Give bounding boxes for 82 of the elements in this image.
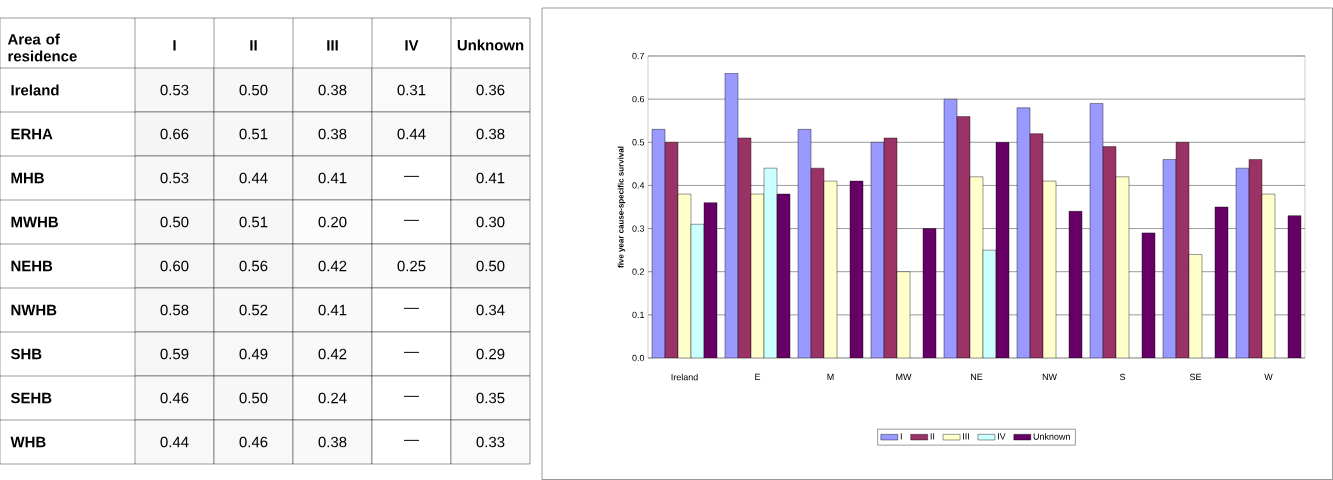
data-label: 0.50 [239,84,268,96]
x-tick-label: IV [405,40,419,51]
legend-label: II [930,433,935,440]
x-tick-label: NW [1042,373,1057,380]
data-label: 0.36 [476,84,505,96]
text: — [404,395,419,397]
y-tick-label: NEHB [11,260,53,272]
x-tick-label: M [827,373,834,380]
data-label: 0.53 [160,84,189,96]
y-tick-label: 0.1 [632,311,645,319]
y-tick-label: Ireland [11,84,59,96]
y-tick-label: 0.6 [632,95,645,103]
data-label: 0.44 [160,436,189,448]
data-label: 0.52 [239,304,268,316]
x-tick-label: Ireland [671,373,698,381]
text: — [404,219,419,221]
y-tick-label: ERHA [11,128,53,140]
x-tick-label: E [755,373,761,380]
data-label: 0.34 [476,304,505,316]
text: — [404,307,419,309]
text: — [404,351,419,353]
legend-label: I [900,433,902,440]
y-tick-label: NWHB [11,304,57,316]
y-tick-label: 0.7 [632,52,645,60]
x-tick-label: NE [971,373,983,380]
text: — [404,175,419,177]
y-tick-label: 0.2 [632,268,645,275]
data-label: 0.51 [239,128,268,140]
text: — [404,439,419,441]
data-label: 0.38 [318,84,347,96]
data-label: 0.46 [160,392,189,404]
x-tick-label: SE [1189,373,1202,381]
data-label: 0.35 [476,392,505,404]
legend-label: III [963,433,969,440]
x-tick-label: II [250,40,257,51]
data-label: 0.38 [476,128,505,140]
data-label: 0.50 [476,260,505,272]
x-tick-label: MW [896,373,912,380]
y-tick-label: WHB [10,436,46,448]
data-label: 0.41 [318,304,347,316]
data-label: 0.31 [397,84,426,96]
x-tick-label: Unknown [457,39,524,51]
data-label: 0.49 [239,348,268,360]
x-tick-label: S [1119,373,1126,381]
data-label: 0.46 [239,436,268,448]
x-tick-label: III [327,40,338,51]
data-label: 0.41 [476,172,505,184]
data-label: 0.58 [160,304,189,316]
data-label: 0.42 [318,260,347,272]
data-label: 0.24 [318,392,347,404]
y-tick-label: MHB [11,172,44,184]
y-tick-label: SHB [10,348,42,360]
data-label: 0.50 [239,392,268,404]
data-label: 0.51 [239,216,268,228]
data-label: 0.66 [160,128,189,140]
data-label: 0.44 [397,128,426,140]
data-label: 0.59 [160,348,189,360]
x-tick-label: I [173,40,176,51]
y-tick-label: 0.0 [632,354,645,362]
data-label: 0.41 [318,172,347,184]
y-tick-label: 0.5 [632,139,645,146]
x-tick-label: W [1264,373,1273,380]
y-tick-label: SEHB [10,392,52,404]
data-label: 0.50 [160,216,189,228]
data-label: 0.29 [476,348,505,360]
data-label: 0.20 [318,216,347,228]
data-label: 0.25 [397,260,426,272]
data-label: 0.53 [160,172,189,184]
data-label: 0.38 [318,436,347,448]
data-label: 0.38 [318,128,347,140]
y-tick-label: MWHB [11,216,58,228]
y-tick-label: 0.3 [632,225,645,232]
data-label: 0.33 [476,436,505,448]
legend-label: Unknown [1033,433,1070,440]
y-tick-label: 0.4 [632,182,645,189]
data-label: 0.44 [239,172,268,184]
data-label: 0.60 [160,260,189,272]
data-label: 0.42 [318,348,347,360]
legend-label: IV [997,433,1006,440]
data-label: 0.30 [476,216,505,228]
data-label: 0.56 [239,260,268,272]
y-axis-title: Area of residence [7,33,77,62]
